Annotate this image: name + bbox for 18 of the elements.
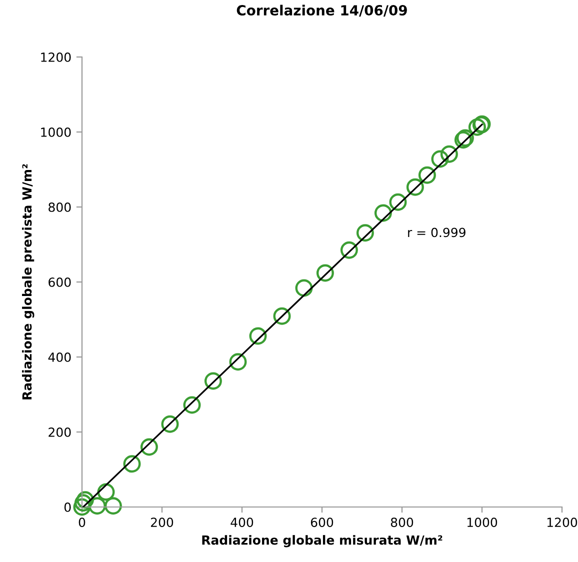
y-tick-label: 400 [48,352,71,362]
y-tick-label: 800 [48,202,71,212]
x-tick-label: 600 [310,518,334,528]
y-tick-label: 200 [48,427,71,437]
x-tick-label: 200 [150,518,174,528]
chart-title: Correlazione 14/06/09 [236,4,407,17]
y-tick-label: 1000 [41,127,71,137]
y-axis-title: Radiazione globale prevista W/m² [22,164,34,400]
x-tick-label: 0 [78,518,86,528]
y-tick-label: 600 [48,277,71,287]
y-tick-label: 1200 [41,52,71,62]
x-tick-label: 1000 [467,518,498,528]
x-tick-label: 1200 [547,518,578,528]
x-axis-title: Radiazione globale misurata W/m² [202,535,442,548]
x-tick-label: 800 [390,518,414,528]
x-tick-label: 400 [230,518,254,528]
y-tick-label: 0 [64,502,71,512]
annotation: r = 0.999 [408,228,466,238]
